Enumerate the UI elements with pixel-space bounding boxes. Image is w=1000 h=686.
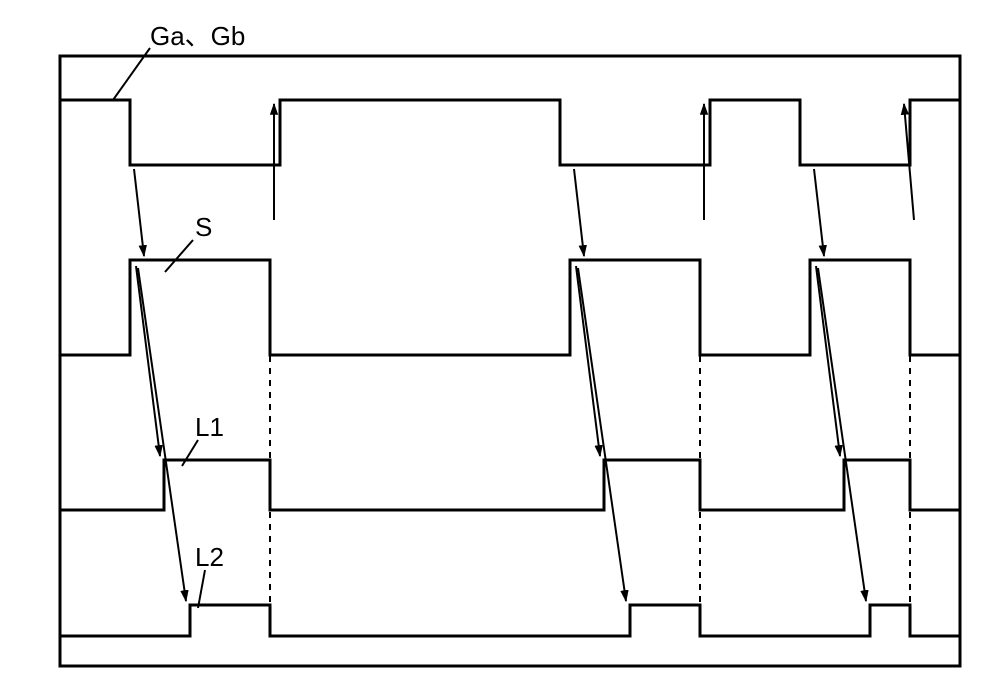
label-g: Ga、Gb bbox=[150, 21, 245, 51]
arrow-s-to-l1 bbox=[576, 266, 600, 456]
arrow-s-to-l2 bbox=[578, 268, 626, 601]
arrow-g-to-s-down bbox=[134, 169, 144, 256]
arrow-g-to-s-down bbox=[574, 169, 584, 256]
label-leader-s bbox=[165, 240, 193, 272]
label-leader-l1 bbox=[182, 440, 198, 466]
arrow-g-to-s-down bbox=[814, 169, 824, 256]
timing-diagram-canvas: Ga、Gb S L1 L2 bbox=[0, 0, 1000, 686]
label-l1: L1 bbox=[195, 412, 224, 442]
arrow-s-to-l1 bbox=[816, 266, 840, 456]
label-leader-l2 bbox=[198, 570, 205, 608]
arrow-s-to-l2 bbox=[818, 268, 866, 601]
diagram-frame bbox=[60, 56, 960, 666]
label-s: S bbox=[195, 212, 212, 242]
arrow-s-to-l1 bbox=[136, 266, 160, 456]
waveform-l2 bbox=[60, 605, 960, 636]
waveform-g bbox=[60, 100, 960, 165]
waveform-l1 bbox=[60, 460, 960, 510]
label-l2: L2 bbox=[195, 542, 224, 572]
arrow-s-to-l2 bbox=[138, 268, 186, 601]
